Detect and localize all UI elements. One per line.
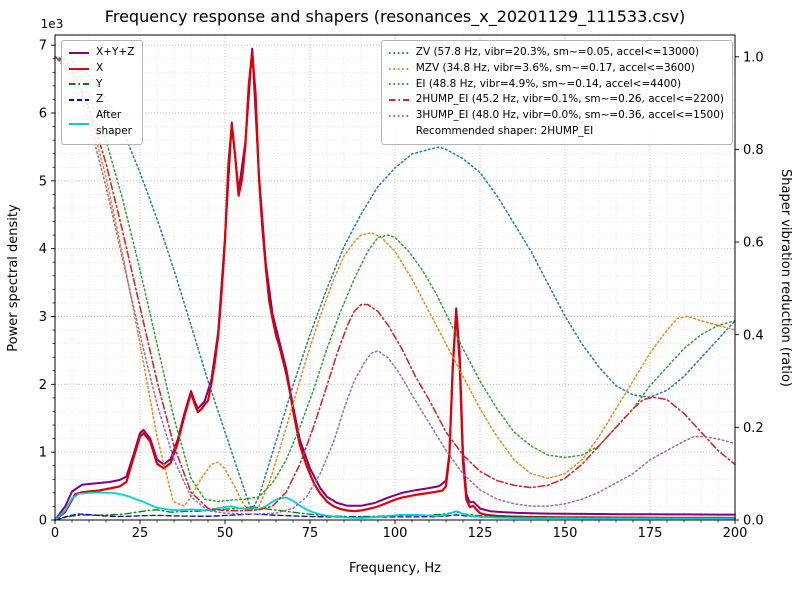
axis-offset-label: 1e3	[41, 17, 64, 31]
series-line-2hump-ei	[54, 56, 736, 512]
x-tick-label: 150	[553, 526, 578, 541]
legend-item-zv: ZV (57.8 Hz, vibr=20.3%, sm~=0.05, accel…	[388, 45, 724, 61]
legend-label: EI (48.8 Hz, vibr=4.9%, sm~=0.14, accel<…	[415, 77, 682, 90]
legend-label: ZV (57.8 Hz, vibr=20.3%, sm~=0.05, accel…	[415, 46, 700, 58]
x-tick-label: 100	[383, 526, 408, 541]
x-tick-label: 75	[302, 526, 319, 541]
legend-psd: X+Y+Z X Y Z After shaper	[61, 40, 144, 145]
y-right-tick-label: 0.8	[743, 143, 764, 158]
series-line-mzv	[54, 56, 736, 512]
y-axis-label-right: Shaper vibration reduction (ratio)	[778, 169, 793, 387]
y-right-tick-label: 1.0	[743, 50, 764, 65]
legend-label: 2HUMP_EI (45.2 Hz, vibr=0.1%, sm~=0.26, …	[415, 93, 724, 106]
legend-item-3hump-ei: 3HUMP_EI (48.0 Hz, vibr=0.0%, sm~=0.36, …	[388, 108, 724, 124]
legend-item-x-y-z: X+Y+Z	[68, 45, 134, 61]
legend-label: 3HUMP_EI (48.0 Hz, vibr=0.0%, sm~=0.36, …	[415, 109, 724, 121]
series-line-zv	[54, 56, 736, 512]
y-left-tick-label: 4	[39, 242, 47, 257]
legend-label: Z	[96, 93, 104, 106]
y-left-tick-label: 0	[39, 514, 47, 529]
legend-swatch-x-y-z	[69, 51, 89, 54]
y-left-tick-label: 1	[39, 446, 47, 461]
series-lines	[53, 47, 737, 522]
series-line-y	[54, 506, 736, 521]
legend-label: MZV (34.8 Hz, vibr=3.6%, sm~=0.17, accel…	[415, 61, 695, 74]
x-axis-label: Frequency, Hz	[349, 561, 441, 576]
legend-item-mzv: MZV (34.8 Hz, vibr=3.6%, sm~=0.17, accel…	[388, 61, 724, 77]
x-tick-label: 50	[217, 526, 234, 541]
legend-swatch-mzv	[388, 67, 409, 70]
chart-title: Frequency response and shapers (resonanc…	[105, 7, 685, 27]
legend-item-ei: EI (48.8 Hz, vibr=4.9%, sm~=0.14, accel<…	[388, 77, 724, 93]
y-left-tick-label: 7	[39, 39, 47, 54]
y-right-tick-label: 0.0	[743, 514, 764, 529]
x-tick-label: 200	[723, 526, 748, 541]
legend-swatch-x	[69, 67, 89, 70]
legend-item-x: X	[68, 61, 134, 77]
legend-item-after-shaper: After shaper	[68, 108, 134, 140]
y-right-tick-label: 0.4	[743, 328, 764, 343]
legend-swatch-z	[69, 99, 89, 102]
x-tick-label: 25	[132, 526, 149, 541]
y-left-tick-label: 6	[39, 107, 47, 122]
y-axis-label-left: Power spectral density	[6, 204, 21, 352]
y-left-tick-label: 2	[39, 378, 47, 393]
legend-swatch-2hump-ei	[388, 99, 409, 102]
legend-label: Y	[96, 77, 103, 90]
legend-label: X	[96, 61, 104, 74]
legend-item-2hump-ei: 2HUMP_EI (45.2 Hz, vibr=0.1%, sm~=0.26, …	[388, 92, 724, 108]
legend-swatch-ei	[388, 83, 409, 86]
series-line-3hump-ei	[54, 56, 736, 515]
legend-swatch-3hump-ei	[388, 114, 409, 117]
x-tick-label: 0	[51, 526, 59, 541]
legend-swatch-y	[69, 83, 89, 86]
legend-shapers: ZV (57.8 Hz, vibr=20.3%, sm~=0.05, accel…	[380, 40, 733, 145]
y-right-tick-label: 0.2	[743, 421, 764, 436]
legend-recommended-note: Recommended shaper: 2HUMP_EI	[415, 124, 594, 137]
legend-swatch-after-shaper	[69, 122, 89, 125]
x-tick-label: 125	[468, 526, 493, 541]
series-line-after-shaper	[54, 491, 736, 521]
y-left-tick-label: 3	[39, 310, 47, 325]
y-left-tick-label: 5	[39, 174, 47, 189]
y-right-tick-label: 0.6	[743, 236, 764, 251]
legend-swatch-zv	[388, 51, 409, 54]
legend-label: After shaper	[96, 109, 133, 137]
legend-item-y: Y	[68, 77, 134, 93]
axes: 0 25 50 75 100 125 150 175 200 0 1 2 3 4 5 6 7 0.0 0.2 0.4 0…	[39, 34, 764, 541]
x-tick-label: 175	[638, 526, 663, 541]
legend-item-z: Z	[68, 92, 134, 108]
legend-label: X+Y+Z	[96, 46, 135, 58]
